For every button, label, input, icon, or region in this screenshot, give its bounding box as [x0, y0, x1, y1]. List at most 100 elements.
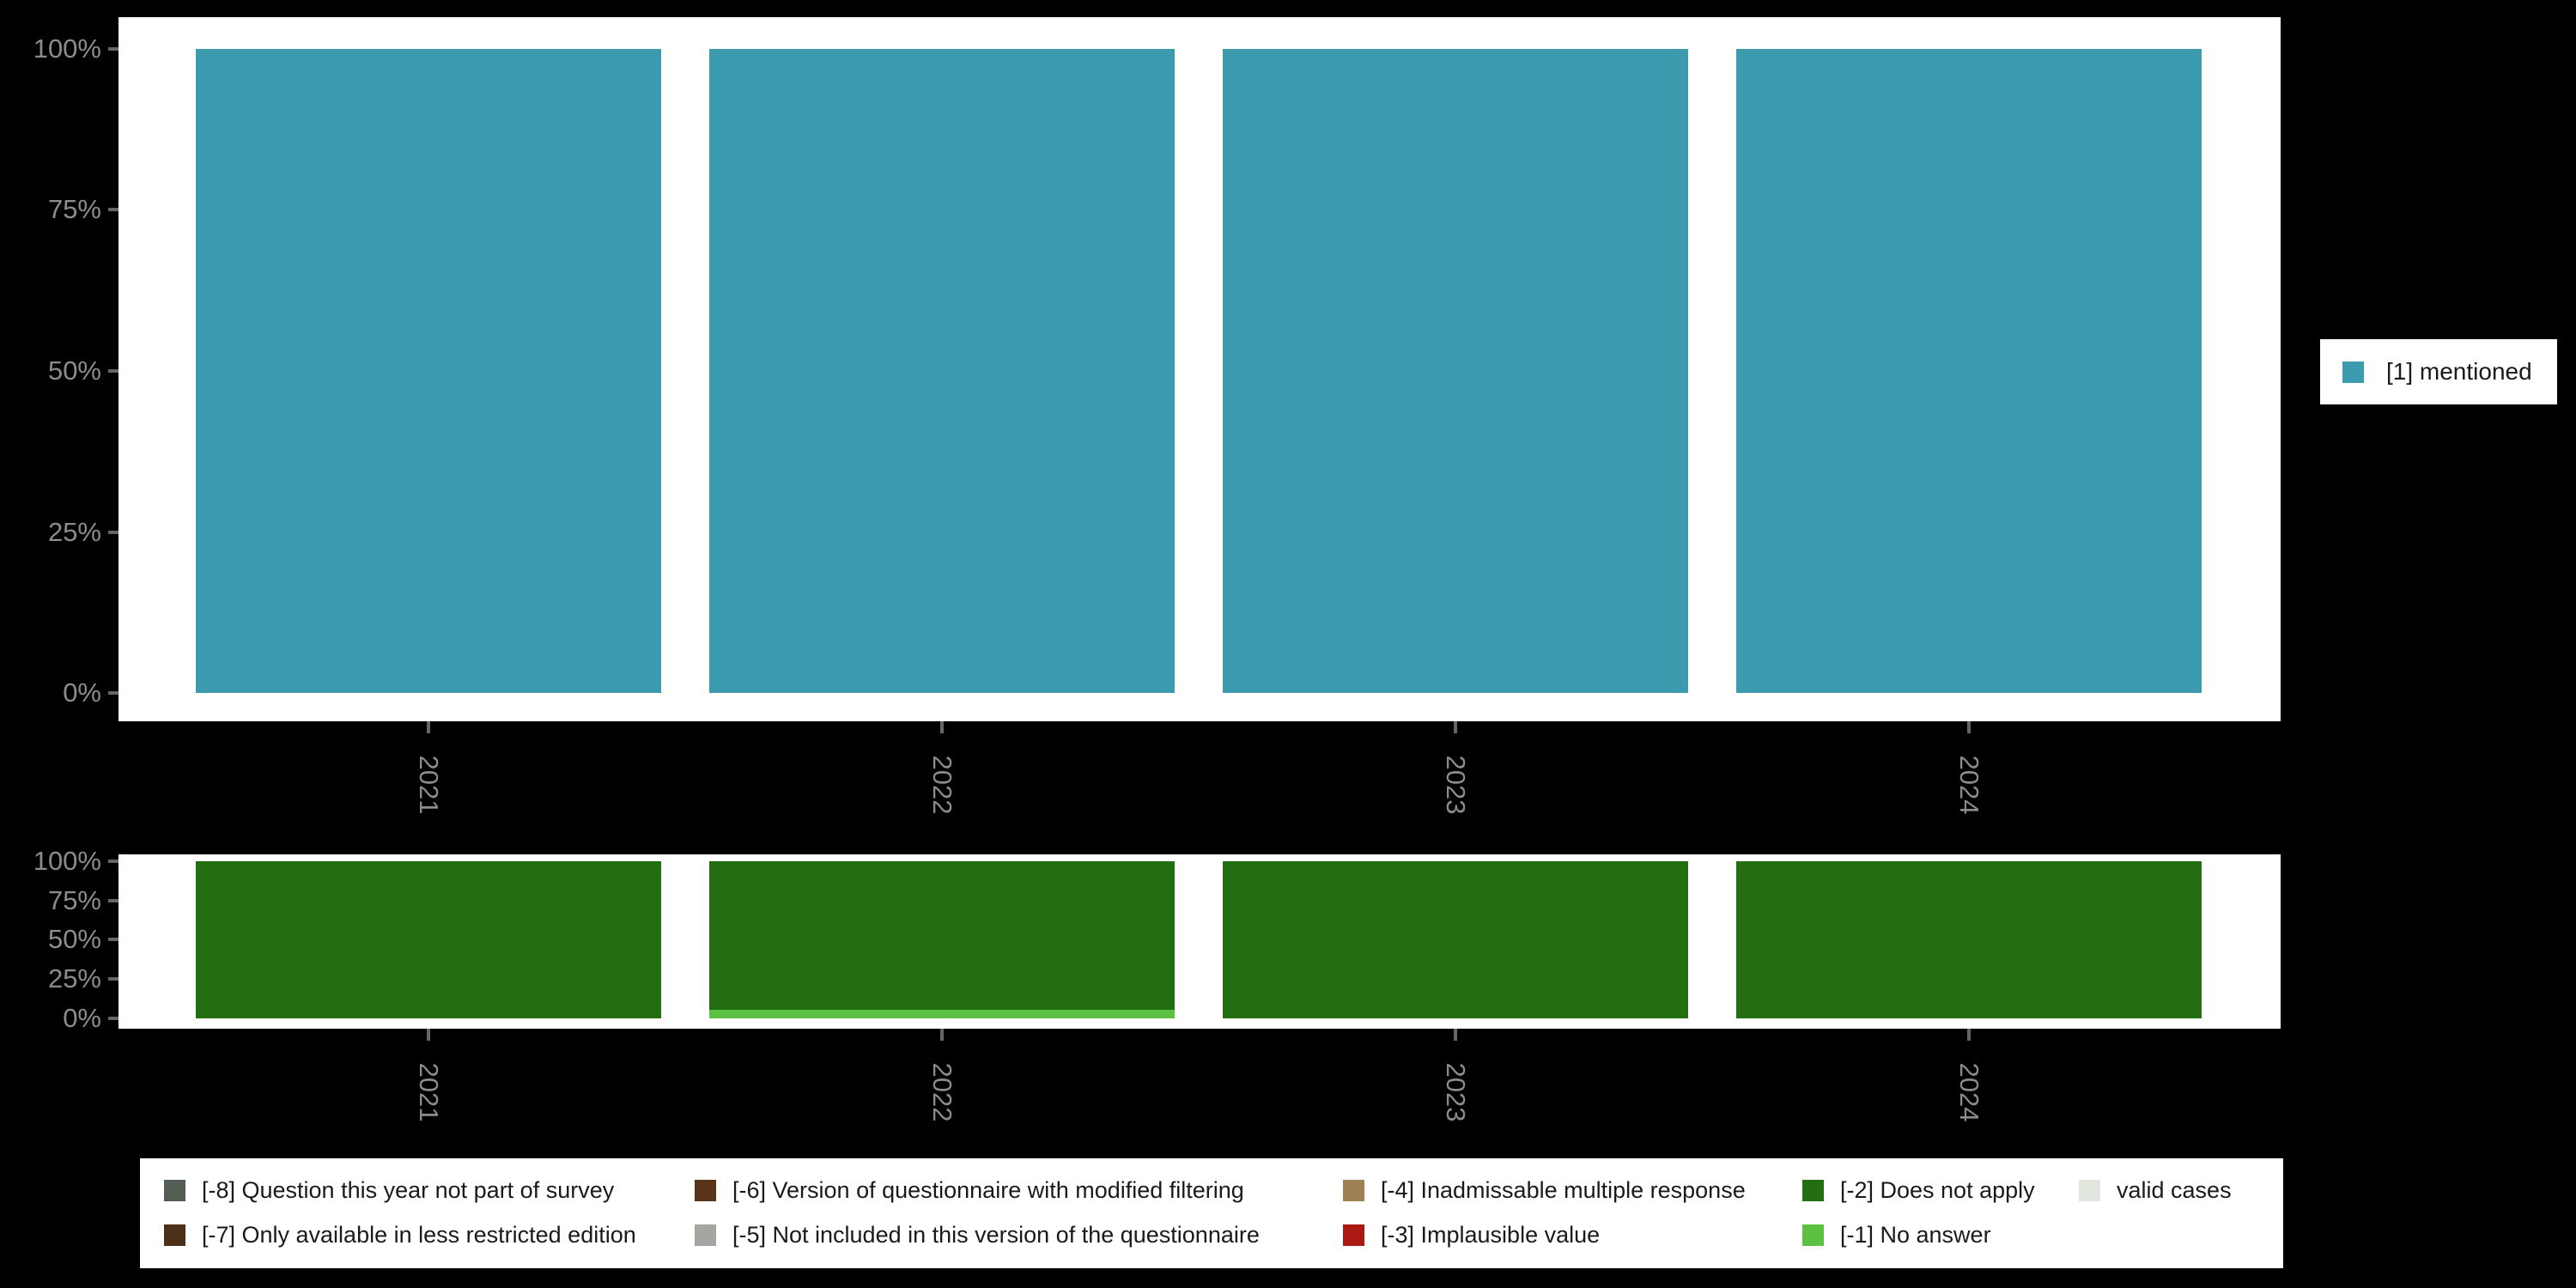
bar-segment-mentioned: [1223, 49, 1688, 693]
y-tick-mark: [108, 208, 118, 211]
y-tick: 25%: [0, 517, 118, 548]
legend-column: [-8] Question this year not part of surv…: [164, 1168, 636, 1257]
top-bar-2023: [1223, 49, 1688, 693]
legend-item-minus7: [-7] Only available in less restricted e…: [164, 1212, 636, 1257]
bar-segment-does-not-apply: [1736, 861, 2202, 1018]
y-tick-mark: [108, 860, 118, 863]
x-tick-label: 2023: [1441, 755, 1471, 815]
legend-swatch-mentioned: [2342, 361, 2364, 383]
legend-item-valid-cases: valid cases: [2079, 1168, 2232, 1212]
y-tick-mark: [108, 977, 118, 981]
x-tick-mark: [427, 721, 430, 733]
y-tick-label: 50%: [47, 355, 101, 386]
y-tick-label: 75%: [47, 194, 101, 224]
x-tick-label: 2022: [927, 755, 957, 815]
bar-segment-mentioned: [1736, 49, 2202, 693]
x-tick-mark: [1967, 721, 1971, 733]
y-tick-label: 0%: [63, 677, 101, 708]
top-bar-2021: [196, 49, 661, 693]
y-tick-mark: [108, 369, 118, 373]
y-tick-mark: [108, 938, 118, 941]
legend-label-minus2: [-2] Does not apply: [1840, 1176, 2035, 1203]
legend-item-minus2: [-2] Does not apply: [1802, 1168, 2035, 1212]
legend-swatch-minus8: [164, 1179, 185, 1201]
y-tick-label: 75%: [47, 885, 101, 915]
legend-label-minus6: [-6] Version of questionnaire with modif…: [732, 1176, 1244, 1203]
bottom-bar-2021: [196, 861, 661, 1018]
y-tick-mark: [108, 531, 118, 534]
x-tick: 2022: [923, 1029, 961, 1140]
y-tick-mark: [108, 691, 118, 695]
legend-label-minus3: [-3] Implausible value: [1381, 1221, 1601, 1248]
legend-item-minus6: [-6] Version of questionnaire with modif…: [695, 1168, 1260, 1212]
y-tick-mark: [108, 1017, 118, 1020]
legend-swatch-minus5: [695, 1224, 716, 1246]
y-tick: 100%: [0, 846, 118, 877]
legend-swatch-minus4: [1343, 1179, 1364, 1201]
bar-segment-does-not-apply: [709, 861, 1175, 1010]
legend-swatch-minus3: [1343, 1224, 1364, 1246]
y-tick: 25%: [0, 963, 118, 994]
bar-segment-mentioned: [709, 49, 1175, 693]
x-tick-label: 2024: [1954, 1062, 1984, 1122]
y-tick: 0%: [0, 677, 118, 708]
legend-label-minus1: [-1] No answer: [1840, 1221, 1991, 1248]
y-tick-label: 100%: [33, 846, 101, 876]
x-tick: 2021: [410, 1029, 447, 1140]
legend-label-minus7: [-7] Only available in less restricted e…: [202, 1221, 636, 1248]
legend-item-minus8: [-8] Question this year not part of surv…: [164, 1168, 636, 1212]
bottom-bar-2023: [1223, 861, 1688, 1018]
legend-swatch-minus7: [164, 1224, 185, 1246]
legend-item-minus4: [-4] Inadmissable multiple response: [1343, 1168, 1746, 1212]
bottom-chart-panel: [118, 854, 2281, 1029]
x-tick: 2021: [410, 721, 447, 833]
top-bar-2022: [709, 49, 1175, 693]
legend-column: [-6] Version of questionnaire with modif…: [695, 1168, 1260, 1257]
x-tick: 2024: [1950, 721, 1988, 833]
bar-segment-mentioned: [196, 49, 661, 693]
x-tick-label: 2022: [927, 1062, 957, 1122]
y-tick-label: 100%: [33, 33, 101, 64]
x-tick-label: 2023: [1441, 1062, 1471, 1122]
y-tick-label: 50%: [47, 924, 101, 954]
legend-swatch-minus2: [1802, 1179, 1824, 1201]
y-tick: 75%: [0, 885, 118, 916]
x-tick-mark: [1454, 721, 1457, 733]
y-tick: 0%: [0, 1003, 118, 1034]
y-tick-label: 25%: [47, 517, 101, 547]
legend-item-minus5: [-5] Not included in this version of the…: [695, 1212, 1260, 1257]
y-tick: 50%: [0, 924, 118, 955]
legend-missing-values: [-8] Question this year not part of surv…: [140, 1158, 2283, 1268]
bar-segment-does-not-apply: [1223, 861, 1688, 1018]
legend-item-minus3: [-3] Implausible value: [1343, 1212, 1746, 1257]
y-tick: 50%: [0, 355, 118, 386]
x-tick: 2024: [1950, 1029, 1988, 1140]
bottom-bar-2024: [1736, 861, 2202, 1018]
top-bar-2024: [1736, 49, 2202, 693]
x-tick-label: 2021: [414, 1062, 444, 1122]
legend-swatch-minus1: [1802, 1224, 1824, 1246]
legend-swatch-valid-cases: [2079, 1179, 2100, 1201]
x-tick-mark: [427, 1029, 430, 1041]
legend-column: [-2] Does not apply [-1] No answer: [1802, 1168, 2035, 1257]
legend-label-minus5: [-5] Not included in this version of the…: [732, 1221, 1260, 1248]
x-tick-label: 2024: [1954, 755, 1984, 815]
y-tick: 100%: [0, 33, 118, 64]
legend-label-valid-cases: valid cases: [2117, 1176, 2232, 1203]
legend-valid-values: [1] mentioned: [2320, 339, 2557, 404]
bar-segment-no-answer: [709, 1009, 1175, 1018]
x-tick-mark: [940, 721, 944, 733]
x-tick: 2023: [1437, 721, 1474, 833]
legend-column: valid cases: [2079, 1168, 2232, 1212]
x-tick-mark: [1967, 1029, 1971, 1041]
bottom-bar-2022: [709, 861, 1175, 1018]
legend-swatch-minus6: [695, 1179, 716, 1201]
x-tick: 2022: [923, 721, 961, 833]
legend-label-minus4: [-4] Inadmissable multiple response: [1381, 1176, 1746, 1203]
x-tick-mark: [1454, 1029, 1457, 1041]
top-chart-panel: [118, 17, 2281, 721]
legend-label-mentioned: [1] mentioned: [2386, 358, 2532, 385]
y-tick-mark: [108, 899, 118, 902]
legend-column: [-4] Inadmissable multiple response [-3]…: [1343, 1168, 1746, 1257]
